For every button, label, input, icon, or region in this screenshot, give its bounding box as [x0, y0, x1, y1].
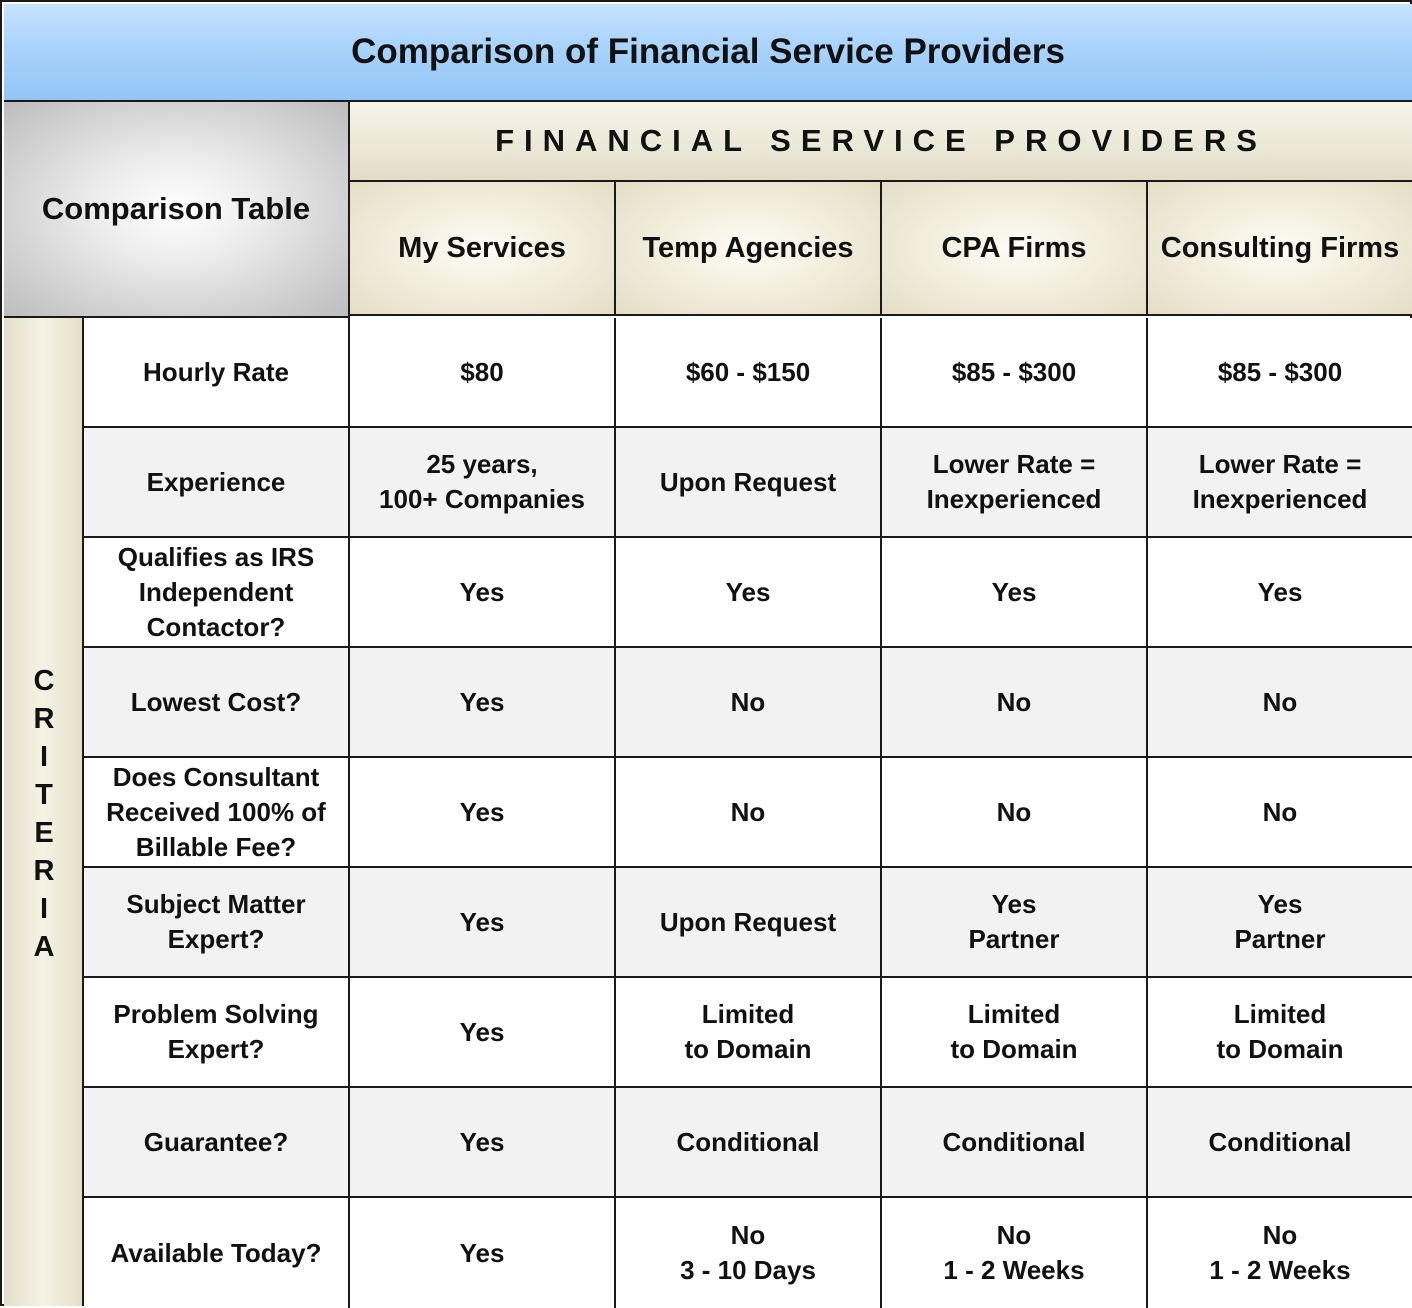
criteria-letter: I — [39, 741, 49, 773]
table-cell: Lower Rate = Inexperienced — [1192, 449, 1368, 514]
table-row: Hourly Rate $80 $60 - $150 $85 - $300 $85 - … — [84, 318, 1412, 428]
table-cell: Yes — [1257, 576, 1303, 607]
table-row: Lowest Cost? Yes No No No — [84, 648, 1412, 758]
table-row: Qualifies as IRS Independent Contactor? Y… — [84, 538, 1412, 648]
table-cell: No — [616, 648, 882, 756]
table-row: Problem Solving Expert? Yes Limited to Dom… — [84, 978, 1412, 1088]
table-cell: Lower Rate = Inexperienced — [882, 428, 1148, 536]
criteria-letter: R — [33, 855, 55, 887]
corner-label: Comparison Table — [4, 102, 350, 318]
table-cell: Upon Request — [616, 868, 882, 976]
column-header-temp-agencies: Temp Agencies — [616, 182, 882, 316]
table-row: Guarantee? Yes Conditional Conditional Condi… — [84, 1088, 1412, 1198]
table-cell: Yes — [882, 538, 1148, 646]
table-cell: Limited to Domain — [616, 978, 882, 1086]
page-title: Comparison of Financial Service Provider… — [4, 4, 1412, 102]
column-header-cpa-firms: CPA Firms — [882, 182, 1148, 316]
criteria-letter: C — [33, 665, 55, 697]
table-cell: No 1 - 2 Weeks — [1209, 1220, 1351, 1285]
table-cell: No — [1262, 796, 1298, 827]
table-row: Experience 25 years, 100+ Companies Upon R… — [84, 428, 1412, 538]
criteria-letter: A — [33, 931, 55, 963]
column-header-consulting-firms: Consulting Firms — [1148, 182, 1412, 316]
table-cell: No — [616, 758, 882, 866]
table-cell: Yes — [350, 978, 616, 1086]
table-cell: Yes — [350, 758, 616, 866]
table-cell: Yes — [350, 538, 616, 646]
table-cell: Limited to Domain — [1216, 999, 1344, 1064]
table-cell: Yes Partner — [882, 868, 1148, 976]
row-label: Problem Solving Expert? — [84, 978, 350, 1086]
table-cell: $80 — [350, 318, 616, 426]
table-cell: $60 - $150 — [616, 318, 882, 426]
row-label: Qualifies as IRS Independent Contactor? — [84, 538, 350, 646]
table-cell: No 1 - 2 Weeks — [882, 1198, 1148, 1308]
row-label: Available Today? — [84, 1198, 350, 1308]
row-label: Guarantee? — [84, 1088, 350, 1196]
table-row: Subject Matter Expert? Yes Upon Request Yes… — [84, 868, 1412, 978]
criteria-letter: T — [35, 779, 53, 811]
criteria-label: C R I T E R I A — [4, 662, 84, 966]
table-cell: No 3 - 10 Days — [616, 1198, 882, 1308]
table-cell: No — [882, 758, 1148, 866]
table-cell: Yes — [350, 1088, 616, 1196]
table-cell: No — [882, 648, 1148, 756]
row-label: Experience — [84, 428, 350, 536]
table-cell: Conditional — [616, 1088, 882, 1196]
table-cell: Yes — [350, 868, 616, 976]
table-row: Available Today? Yes No 3 - 10 Days No 1 - … — [84, 1198, 1412, 1308]
table-cell: Limited to Domain — [882, 978, 1148, 1086]
table-cell: Conditional — [1208, 1126, 1352, 1157]
row-label: Lowest Cost? — [84, 648, 350, 756]
group-header: FINANCIAL SERVICE PROVIDERS — [350, 102, 1412, 182]
table-cell: Yes — [350, 1198, 616, 1308]
table-cell: Yes Partner — [1234, 889, 1326, 954]
table-cell: No — [1262, 686, 1298, 717]
table-cell: 25 years, 100+ Companies — [350, 428, 616, 536]
table-cell: $85 - $300 — [882, 318, 1148, 426]
criteria-letter: R — [33, 703, 55, 735]
column-header-my-services: My Services — [350, 182, 616, 316]
table-cell: Upon Request — [616, 428, 882, 536]
row-label: Hourly Rate — [84, 318, 350, 426]
table-cell: Yes — [616, 538, 882, 646]
row-label: Subject Matter Expert? — [84, 868, 350, 976]
criteria-letter: E — [34, 817, 54, 849]
criteria-strip: C R I T E R I A — [4, 318, 84, 1306]
table-cell: $85 - $300 — [1217, 356, 1343, 387]
criteria-letter: I — [39, 893, 49, 925]
row-label: Does Consultant Received 100% of Billabl… — [84, 758, 350, 866]
table-cell: Conditional — [882, 1088, 1148, 1196]
table-row: Does Consultant Received 100% of Billabl… — [84, 758, 1412, 868]
table-cell: Yes — [350, 648, 616, 756]
